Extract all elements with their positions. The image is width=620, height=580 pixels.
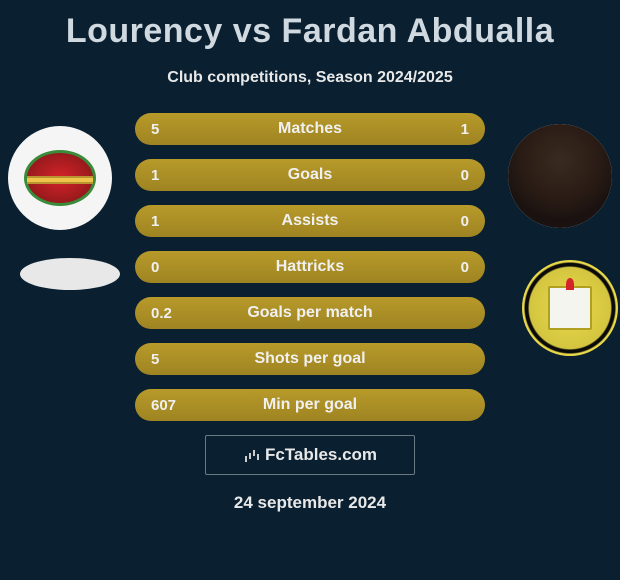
stat-row: 5 Matches 1 [135, 113, 485, 145]
brand-box[interactable]: FcTables.com [205, 435, 415, 475]
stat-label: Goals [135, 166, 485, 184]
ittihad-kalba-icon [548, 286, 592, 330]
stat-label: Assists [135, 212, 485, 230]
brand-label: FcTables.com [265, 445, 377, 465]
stat-row: 607 Min per goal [135, 389, 485, 421]
bar-chart-icon [243, 448, 261, 462]
stat-label: Goals per match [135, 304, 485, 322]
player-avatar-right [508, 124, 612, 228]
stat-row: 0.2 Goals per match [135, 297, 485, 329]
snapshot-date: 24 september 2024 [0, 493, 620, 513]
belarus-federation-icon [24, 150, 96, 206]
stat-label: Shots per goal [135, 350, 485, 368]
team-logo-left [8, 126, 112, 230]
stat-label: Hattricks [135, 258, 485, 276]
stat-row: 5 Shots per goal [135, 343, 485, 375]
stat-label: Matches [135, 120, 485, 138]
season-subtitle: Club competitions, Season 2024/2025 [0, 69, 620, 87]
team-logo-right [522, 260, 618, 356]
stat-row: 0 Hattricks 0 [135, 251, 485, 283]
stat-label: Min per goal [135, 396, 485, 414]
stat-row: 1 Assists 0 [135, 205, 485, 237]
player-avatar-left [20, 258, 120, 290]
stat-row: 1 Goals 0 [135, 159, 485, 191]
stats-table: 5 Matches 1 1 Goals 0 1 Assists 0 0 Hatt… [135, 113, 485, 421]
page-title: Lourency vs Fardan Abdualla [0, 0, 620, 51]
